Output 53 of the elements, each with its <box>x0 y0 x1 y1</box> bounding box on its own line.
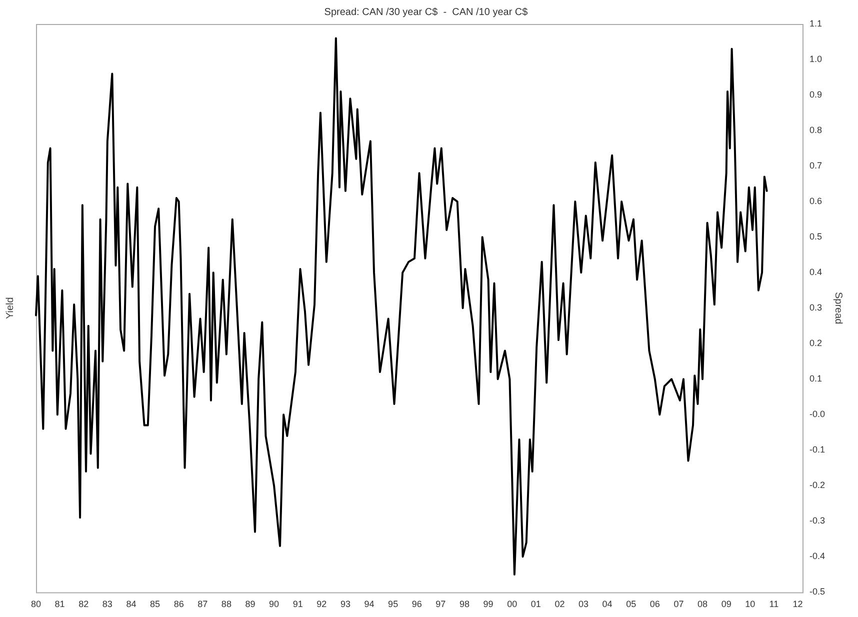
y2-tick-label: 0.2 <box>809 338 822 348</box>
x-tick-label: 80 <box>30 599 42 610</box>
x-tick-label: 07 <box>674 599 684 610</box>
x-tick-label: 82 <box>78 599 89 610</box>
y2-tick-label: 0.1 <box>809 374 822 384</box>
x-tick-label: 85 <box>150 599 160 610</box>
y2-tick-label: 0.3 <box>809 302 822 313</box>
y2-tick-label: 0.4 <box>809 267 822 278</box>
x-tick-label: 93 <box>340 599 350 610</box>
y2-tick-label: -0.5 <box>809 586 826 597</box>
y2-tick-label: 1.1 <box>809 18 822 28</box>
y-axis-title: Yield <box>4 297 16 320</box>
x-tick-label: 92 <box>316 599 327 610</box>
y2-tick-label: -0.0 <box>809 409 826 420</box>
x-tick-label: 01 <box>530 599 541 610</box>
y2-tick-label: 0.7 <box>809 160 822 171</box>
x-tick-label: 87 <box>198 599 208 610</box>
x-tick-label: 06 <box>650 599 660 610</box>
x-tick-label: 09 <box>721 599 732 610</box>
x-tick-label: 94 <box>364 599 374 610</box>
y2-axis-title: Spread <box>832 292 844 324</box>
x-tick-label: 11 <box>769 599 779 610</box>
y2-tick-label: 0.9 <box>809 90 822 100</box>
x-tick-label: 03 <box>578 599 588 610</box>
x-tick-label: 99 <box>483 599 494 610</box>
x-tick-label: 00 <box>507 599 518 610</box>
x-tick-label: 86 <box>174 599 184 610</box>
y2-tick-label: -0.4 <box>809 551 826 562</box>
chart-title: Spread: CAN /30 year C$ - CAN /10 year C$ <box>324 6 528 18</box>
x-tick-label: 95 <box>388 599 398 610</box>
x-tick-label: 96 <box>412 599 422 610</box>
x-tick-label: 10 <box>745 599 756 610</box>
y2-tick-label: -0.2 <box>809 480 826 490</box>
y2-tick-label: 0.8 <box>809 125 822 136</box>
x-tick-label: 90 <box>269 599 280 610</box>
x-tick-label: 83 <box>102 599 112 610</box>
x-tick-label: 89 <box>245 599 256 610</box>
y2-tick-label: -0.1 <box>809 444 826 455</box>
x-tick-label: 98 <box>459 599 470 610</box>
x-tick-label: 84 <box>126 599 136 610</box>
x-tick-label: 88 <box>221 599 232 610</box>
x-tick-label: 02 <box>554 599 565 610</box>
x-tick-label: 97 <box>436 599 446 610</box>
x-tick-label: 08 <box>698 599 708 610</box>
x-tick-label: 91 <box>292 599 303 610</box>
y2-tick-label: -0.3 <box>809 516 826 526</box>
x-tick-label: 81 <box>54 599 65 610</box>
x-tick-label: 05 <box>626 599 636 610</box>
x-tick-label: 04 <box>602 599 612 610</box>
y2-tick-label: 1.0 <box>809 54 822 64</box>
y2-tick-label: 0.5 <box>809 232 822 242</box>
x-tick-label: 12 <box>792 599 803 610</box>
y2-tick-label: 0.6 <box>809 196 822 206</box>
